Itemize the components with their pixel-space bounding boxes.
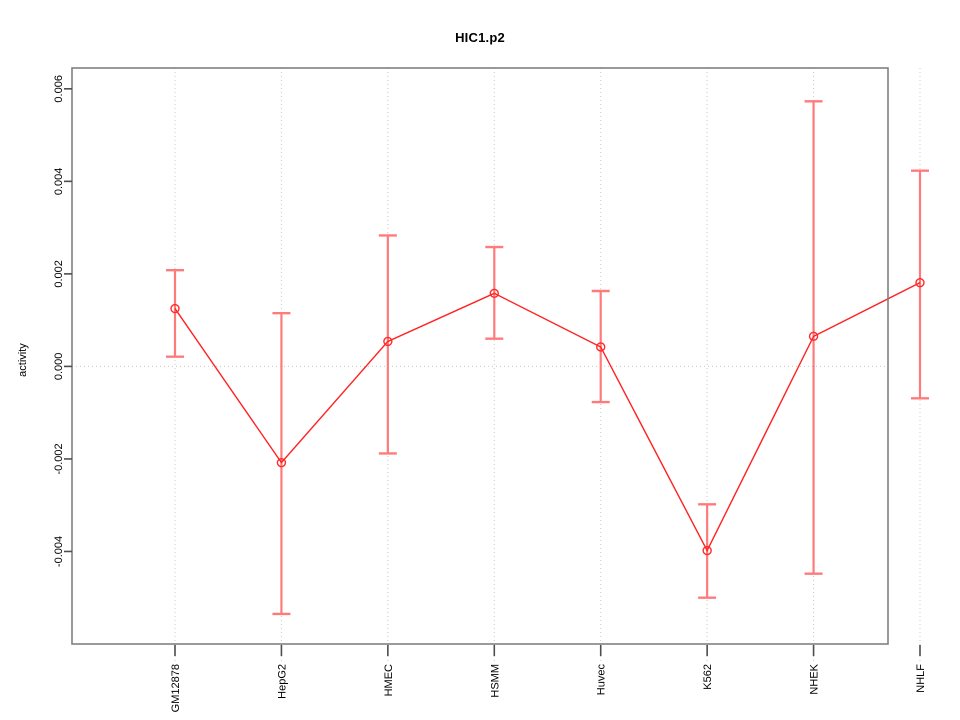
- data-point-HMEC: [383, 336, 393, 347]
- x-tick-label-HSMM: HSMM: [489, 664, 501, 698]
- y-tick-label-0: 0.006: [53, 75, 65, 103]
- data-point-NHEK: [808, 331, 819, 342]
- plot-border: [71, 67, 889, 645]
- error-bars: [166, 100, 929, 616]
- x-tick-label-HepG2: HepG2: [276, 664, 288, 699]
- data-point-Huvec: [596, 342, 606, 352]
- data-point-HepG2: [276, 457, 287, 468]
- x-tick-label-NHLF: NHLF: [915, 664, 927, 693]
- y-tick-label-1: 0.004: [53, 168, 65, 196]
- series-line: [174, 282, 921, 553]
- x-tick-label-K562: K562: [702, 664, 714, 690]
- x-tick-label-NHEK: NHEK: [809, 663, 821, 694]
- axis-box: [71, 67, 889, 645]
- data-point-HSMM: [489, 288, 499, 299]
- chart-title: HIC1.p2: [455, 30, 505, 45]
- y-tick-label-5: -0.004: [53, 536, 65, 567]
- data-point-NHLF: [915, 277, 925, 288]
- error-bar-GM12878: [166, 268, 184, 358]
- data-point-GM12878: [170, 303, 180, 314]
- y-tick-label-3: 0.000: [53, 353, 65, 381]
- series-polyline: [174, 282, 921, 553]
- data-point-markers: [170, 277, 925, 556]
- y-tick-label-4: -0.002: [53, 443, 65, 474]
- data-point-K562: [702, 545, 712, 556]
- y-axis-ticks: 0.006 0.004 0.002 0.000 -0.002 -0.004: [53, 75, 72, 567]
- y-tick-label-2: 0.002: [53, 260, 65, 288]
- x-axis-ticks: GM12878 HepG2 HMEC HSMM Huvec K562 NHEK NHLF: [170, 645, 927, 712]
- x-tick-label-Huvec: Huvec: [596, 664, 608, 696]
- x-tick-label-HMEC: HMEC: [383, 664, 395, 696]
- error-bar-HMEC: [378, 234, 397, 455]
- x-tick-label-GM12878: GM12878: [170, 664, 182, 712]
- error-bar-NHLF: [911, 169, 929, 400]
